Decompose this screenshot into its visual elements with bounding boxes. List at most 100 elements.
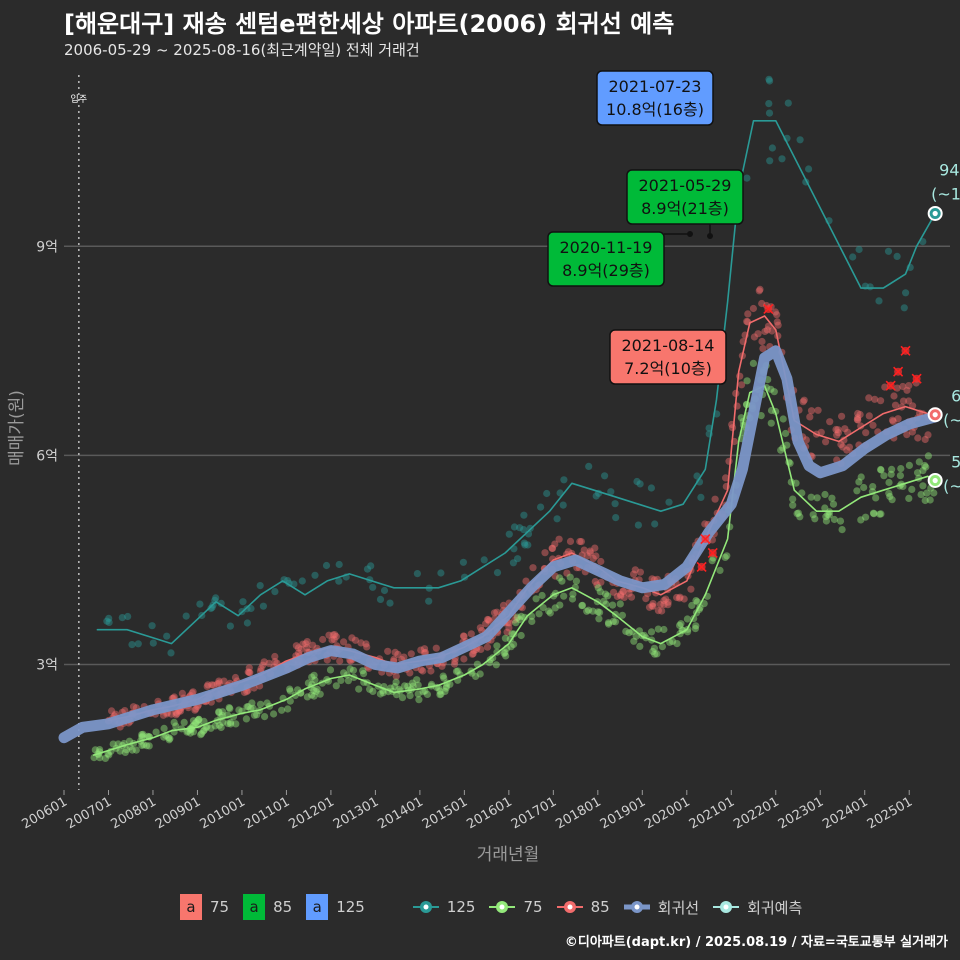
forecast-label-line: 94,700 xyxy=(939,160,960,179)
scatter-point-85 xyxy=(493,608,501,616)
scatter-point-85 xyxy=(613,592,621,601)
forecast-label-75: 56,400 (~75㎡) xyxy=(943,452,960,495)
scatter-point-85 xyxy=(888,416,897,424)
legend-line-85: 85 xyxy=(556,894,610,920)
x-tick-label-2: 200801 xyxy=(108,794,158,832)
scatter-point-75 xyxy=(794,509,803,517)
scatter-point-85 xyxy=(749,304,758,313)
regression-line xyxy=(58,345,941,744)
scatter-point-75 xyxy=(423,690,431,699)
scatter-point-75 xyxy=(683,615,692,623)
scatter-point-75 xyxy=(332,682,340,690)
scatter-point-75 xyxy=(658,643,667,651)
scatter-point-85 xyxy=(871,395,879,403)
scatter-point-75 xyxy=(180,718,188,727)
annotation-text: 10.8억(16층) xyxy=(606,100,704,119)
scatter-point-75 xyxy=(595,615,603,623)
scatter-point-75 xyxy=(379,689,387,697)
scatter-point-125 xyxy=(311,571,319,579)
scatter-point-75 xyxy=(421,687,429,695)
cancelled-mark-5 xyxy=(893,366,904,377)
scatter-point-75 xyxy=(923,489,931,497)
scatter-point-85 xyxy=(687,585,695,593)
scatter-point-75 xyxy=(250,711,259,719)
scatter-point-125 xyxy=(413,570,421,578)
scatter-point-85 xyxy=(362,640,370,648)
scatter-point-75 xyxy=(578,602,586,610)
scatter-point-75 xyxy=(660,625,668,634)
scatter-point-125 xyxy=(516,524,524,532)
scatter-point-75 xyxy=(885,489,893,497)
scatter-point-75 xyxy=(186,729,194,737)
scatter-point-75 xyxy=(391,682,399,691)
scatter-point-85 xyxy=(834,429,843,437)
scatter-point-125 xyxy=(259,602,267,610)
scatter-point-85 xyxy=(482,620,490,628)
scatter-point-125 xyxy=(601,472,609,480)
scatter-point-75 xyxy=(649,647,657,656)
scatter-point-75 xyxy=(517,631,525,640)
scatter-point-125 xyxy=(520,539,529,547)
scatter-point-85 xyxy=(853,416,862,424)
scatter-point-85 xyxy=(432,644,440,652)
scatter-point-85 xyxy=(774,321,782,329)
scatter-point-75 xyxy=(310,692,318,700)
cancelled-mark-0 xyxy=(700,533,711,545)
scatter-point-85 xyxy=(417,666,425,674)
scatter-point-75 xyxy=(122,746,131,754)
scatter-point-85 xyxy=(636,568,645,576)
scatter-point-75 xyxy=(822,517,831,525)
scatter-point-75 xyxy=(312,687,320,696)
annotation-box xyxy=(596,70,714,126)
scatter-point-85 xyxy=(204,681,212,689)
scatter-point-85 xyxy=(271,657,279,666)
scatter-point-75 xyxy=(528,617,536,626)
scatter-point-125 xyxy=(514,555,522,563)
scatter-point-85 xyxy=(814,406,822,414)
scatter-point-85 xyxy=(627,593,636,601)
scatter-point-75 xyxy=(872,494,880,502)
move-in-label: 입주 xyxy=(71,93,88,105)
scatter-point-125 xyxy=(510,523,519,531)
scatter-point-85 xyxy=(406,669,414,677)
cancelled-mark-3 xyxy=(763,303,774,315)
scatter-point-75 xyxy=(200,717,208,726)
scatter-point-75 xyxy=(551,604,559,612)
scatter-point-85 xyxy=(593,581,601,589)
scatter-point-85 xyxy=(645,603,654,611)
scatter-point-75 xyxy=(326,666,335,674)
scatter-point-85 xyxy=(271,652,279,661)
scatter-point-75 xyxy=(96,746,104,754)
annotation-3: 2021-08-14 7.2억(10층) xyxy=(609,329,727,385)
scatter-point-125 xyxy=(585,462,593,470)
x-tick-label-11: 201701 xyxy=(509,794,559,832)
scatter-point-85 xyxy=(773,318,781,326)
cancelled-mark-x xyxy=(763,303,774,315)
scatter-point-75 xyxy=(870,510,878,518)
scatter-point-75 xyxy=(828,494,836,502)
scatter-point-85 xyxy=(856,410,864,419)
scatter-point-85 xyxy=(485,617,493,625)
scatter-point-75 xyxy=(630,637,638,645)
scatter-point-125 xyxy=(369,583,377,591)
forecast-label-line: (~85㎡) xyxy=(943,411,960,430)
scatter-point-85 xyxy=(591,544,599,552)
scatter-point-85 xyxy=(549,555,557,563)
scatter-point-75 xyxy=(172,722,180,730)
scatter-point-85 xyxy=(419,667,427,675)
scatter-point-85 xyxy=(460,655,468,663)
scatter-point-75 xyxy=(616,600,624,608)
scatter-point-85 xyxy=(649,600,657,608)
scatter-point-75 xyxy=(211,722,219,730)
scatter-point-75 xyxy=(596,608,604,617)
scatter-point-85 xyxy=(548,544,557,553)
scatter-point-85 xyxy=(845,443,854,451)
legend-line-swatch-125 xyxy=(412,894,439,920)
scatter-point-85 xyxy=(302,640,310,648)
scatter-point-85 xyxy=(631,566,639,574)
scatter-point-75 xyxy=(877,465,885,474)
scatter-point-75 xyxy=(862,513,870,521)
scatter-point-85 xyxy=(768,327,776,335)
scatter-point-75 xyxy=(825,511,833,519)
scatter-point-75 xyxy=(502,652,510,660)
